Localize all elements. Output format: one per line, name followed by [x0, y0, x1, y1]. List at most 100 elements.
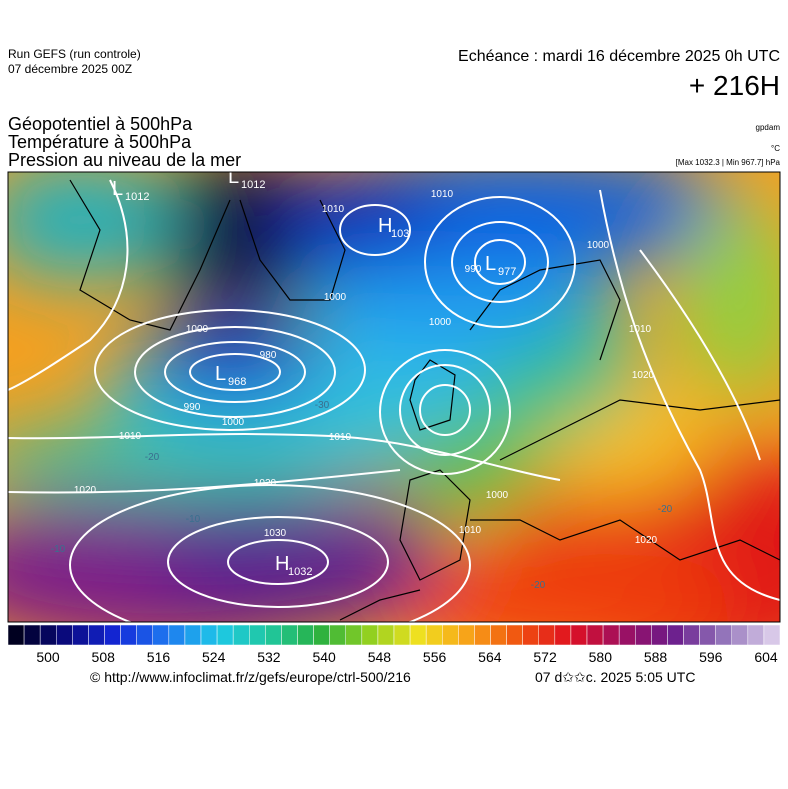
temperature-label: -10: [51, 544, 66, 555]
temperature-label: -20: [658, 504, 673, 515]
center-kind: H: [378, 215, 392, 237]
lead-time: + 216H: [689, 70, 780, 101]
timestamp: 07 d✩✩c. 2025 5:05 UTC: [535, 669, 695, 685]
center-kind: H: [275, 553, 289, 575]
isobar-label: 1010: [329, 432, 352, 443]
colorbar-swatch: [442, 624, 459, 646]
isobar-label: 980: [260, 350, 277, 361]
map-frame: [7, 171, 781, 623]
colorbar: 500 508 516 524 532 540 548 556 564 572 580 588 596 6…: [7, 624, 781, 665]
colorbar-swatch: [249, 624, 266, 646]
colorbar-swatch: [104, 624, 121, 646]
isobar-label: 1000: [324, 292, 347, 303]
colorbar-swatch: [425, 624, 443, 646]
legend-line: Température à 500hPa: [8, 132, 192, 152]
colorbar-swatch: [409, 624, 427, 646]
colorbar-tick-label: 588: [644, 649, 668, 665]
center-value: 1012: [241, 179, 265, 191]
colorbar-swatch: [39, 624, 57, 646]
colorbar-swatch: [72, 624, 89, 646]
run-label: Run GEFS (run controle): [8, 47, 141, 61]
colorbar-swatch: [699, 624, 716, 646]
colorbar-tick-label: 564: [478, 649, 502, 665]
colorbar-swatch: [683, 624, 700, 646]
temperature-label: -20: [531, 580, 546, 591]
center-kind: L: [228, 166, 239, 188]
colorbar-tick-label: 580: [589, 649, 613, 665]
isobar-label: 1020: [635, 535, 658, 546]
center-kind: L: [485, 253, 496, 275]
colorbar-swatch: [297, 624, 314, 646]
valid-time: Echéance : mardi 16 décembre 2025 0h UTC: [458, 48, 780, 65]
unit: gpdam: [756, 123, 781, 132]
colorbar-swatch: [56, 624, 73, 646]
colorbar-swatch: [329, 624, 346, 646]
colorbar-swatch: [490, 624, 507, 646]
isobar-label: 1010: [119, 431, 142, 442]
colorbar-swatch: [570, 624, 588, 646]
colorbar-swatch: [474, 624, 491, 646]
colorbar-swatch: [602, 624, 620, 646]
source-url: © http://www.infoclimat.fr/z/gefs/europe…: [90, 669, 411, 685]
colorbar-tick-label: 572: [533, 649, 557, 665]
temperature-label: -10: [186, 514, 201, 525]
center-value: 977: [498, 266, 516, 278]
colorbar-swatch: [7, 624, 25, 646]
isobar-label: 990: [184, 402, 201, 413]
colorbar-swatch: [763, 624, 781, 646]
isobars: [8, 179, 780, 622]
colorbar-swatch: [361, 624, 379, 646]
colorbar-swatch: [265, 624, 282, 646]
colorbar-swatch: [586, 624, 604, 646]
colorbar-swatch: [635, 624, 652, 646]
colorbar-swatch: [458, 624, 475, 646]
isobar-label: 1000: [429, 317, 452, 328]
isobar-label: 1000: [186, 324, 209, 335]
run-date: 07 décembre 2025 00Z: [8, 62, 132, 76]
colorbar-swatch: [554, 624, 572, 646]
colorbar-tick-label: 532: [257, 649, 281, 665]
legend-line: Pression au niveau de la mer: [8, 150, 241, 170]
colorbar-swatch: [23, 624, 41, 646]
colorbar-swatch: [232, 624, 250, 646]
center-value: 968: [228, 376, 246, 388]
center-value: 1012: [125, 191, 149, 203]
legend-line: Géopotentiel à 500hPa: [8, 114, 193, 134]
temperature-label: -30: [315, 400, 330, 411]
center-value: 103: [391, 228, 409, 240]
colorbar-swatch: [200, 624, 218, 646]
colorbar-tick-label: 596: [699, 649, 723, 665]
colorbar-swatch: [667, 624, 684, 646]
coastlines: [69, 179, 780, 621]
colorbar-tick-label: 524: [202, 649, 226, 665]
colorbar-tick-label: 556: [423, 649, 447, 665]
unit: °C: [771, 144, 780, 153]
center-value: 1032: [288, 566, 312, 578]
colorbar-swatch: [313, 624, 330, 646]
center-kind: L: [112, 178, 123, 200]
colorbar-swatch: [152, 624, 170, 646]
colorbar-swatch: [618, 624, 636, 646]
colorbar-swatch: [715, 624, 733, 646]
colorbar-swatch: [377, 624, 395, 646]
colorbar-swatch: [136, 624, 154, 646]
colorbar-tick-label: 548: [368, 649, 392, 665]
isobar-label: 1000: [486, 490, 509, 501]
isobar-label: 1010: [459, 525, 482, 536]
isobar-label: 1020: [254, 478, 277, 489]
isobar-label: 1020: [632, 370, 655, 381]
colorbar-swatch: [168, 624, 186, 646]
colorbar-swatch: [281, 624, 298, 646]
colorbar-tick-label: 500: [36, 649, 60, 665]
colorbar-swatch: [538, 624, 556, 646]
isobar-label: 1030: [264, 528, 287, 539]
colorbar-swatch: [651, 624, 668, 646]
colorbar-tick-label: 604: [754, 649, 778, 665]
isobar-label: 1000: [222, 417, 245, 428]
isobar-label: 1020: [74, 485, 97, 496]
colorbar-swatch: [216, 624, 234, 646]
unit: [Max 1032.3 | Min 967.7] hPa: [676, 158, 781, 167]
